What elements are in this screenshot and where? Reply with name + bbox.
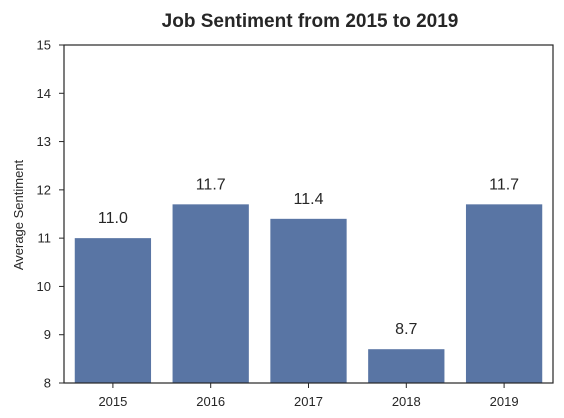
x-tick-label-2018: 2018 [392, 394, 421, 409]
y-tick-label: 9 [44, 327, 51, 342]
y-axis-ticks: 8 9 10 11 12 13 14 15 [37, 38, 64, 391]
y-tick-label: 10 [37, 279, 51, 294]
x-tick-label-2015: 2015 [98, 394, 127, 409]
y-tick-label: 8 [44, 376, 51, 391]
data-label-2016: 11.7 [196, 176, 226, 193]
y-axis-label: Average Sentiment [11, 159, 26, 270]
data-label-2018: 8.7 [395, 321, 417, 338]
data-label-2017: 11.4 [294, 191, 324, 208]
bar-2016 [172, 204, 249, 383]
y-tick-label: 11 [38, 231, 52, 246]
chart-title: Job Sentiment from 2015 to 2019 [162, 11, 459, 32]
bar-2015 [74, 238, 152, 383]
bar-2017 [270, 218, 347, 383]
data-label-2015: 11.0 [98, 210, 128, 227]
y-tick-label: 12 [37, 182, 51, 197]
x-axis-ticks: 2015 2016 2017 2018 2019 [98, 383, 519, 409]
y-tick-label: 15 [37, 38, 51, 53]
plot-frame [63, 44, 554, 384]
x-tick-label-2016: 2016 [196, 394, 225, 409]
y-tick-label: 13 [37, 134, 51, 149]
data-label-2019: 11.7 [489, 176, 519, 193]
y-tick-label: 14 [37, 86, 51, 101]
bar-2018 [368, 349, 445, 383]
bars [74, 204, 543, 383]
data-labels: 11.0 11.7 11.4 8.7 11.7 [98, 176, 519, 338]
x-tick-label-2019: 2019 [490, 394, 519, 409]
bar-2019 [465, 204, 543, 383]
x-tick-label-2017: 2017 [294, 394, 323, 409]
